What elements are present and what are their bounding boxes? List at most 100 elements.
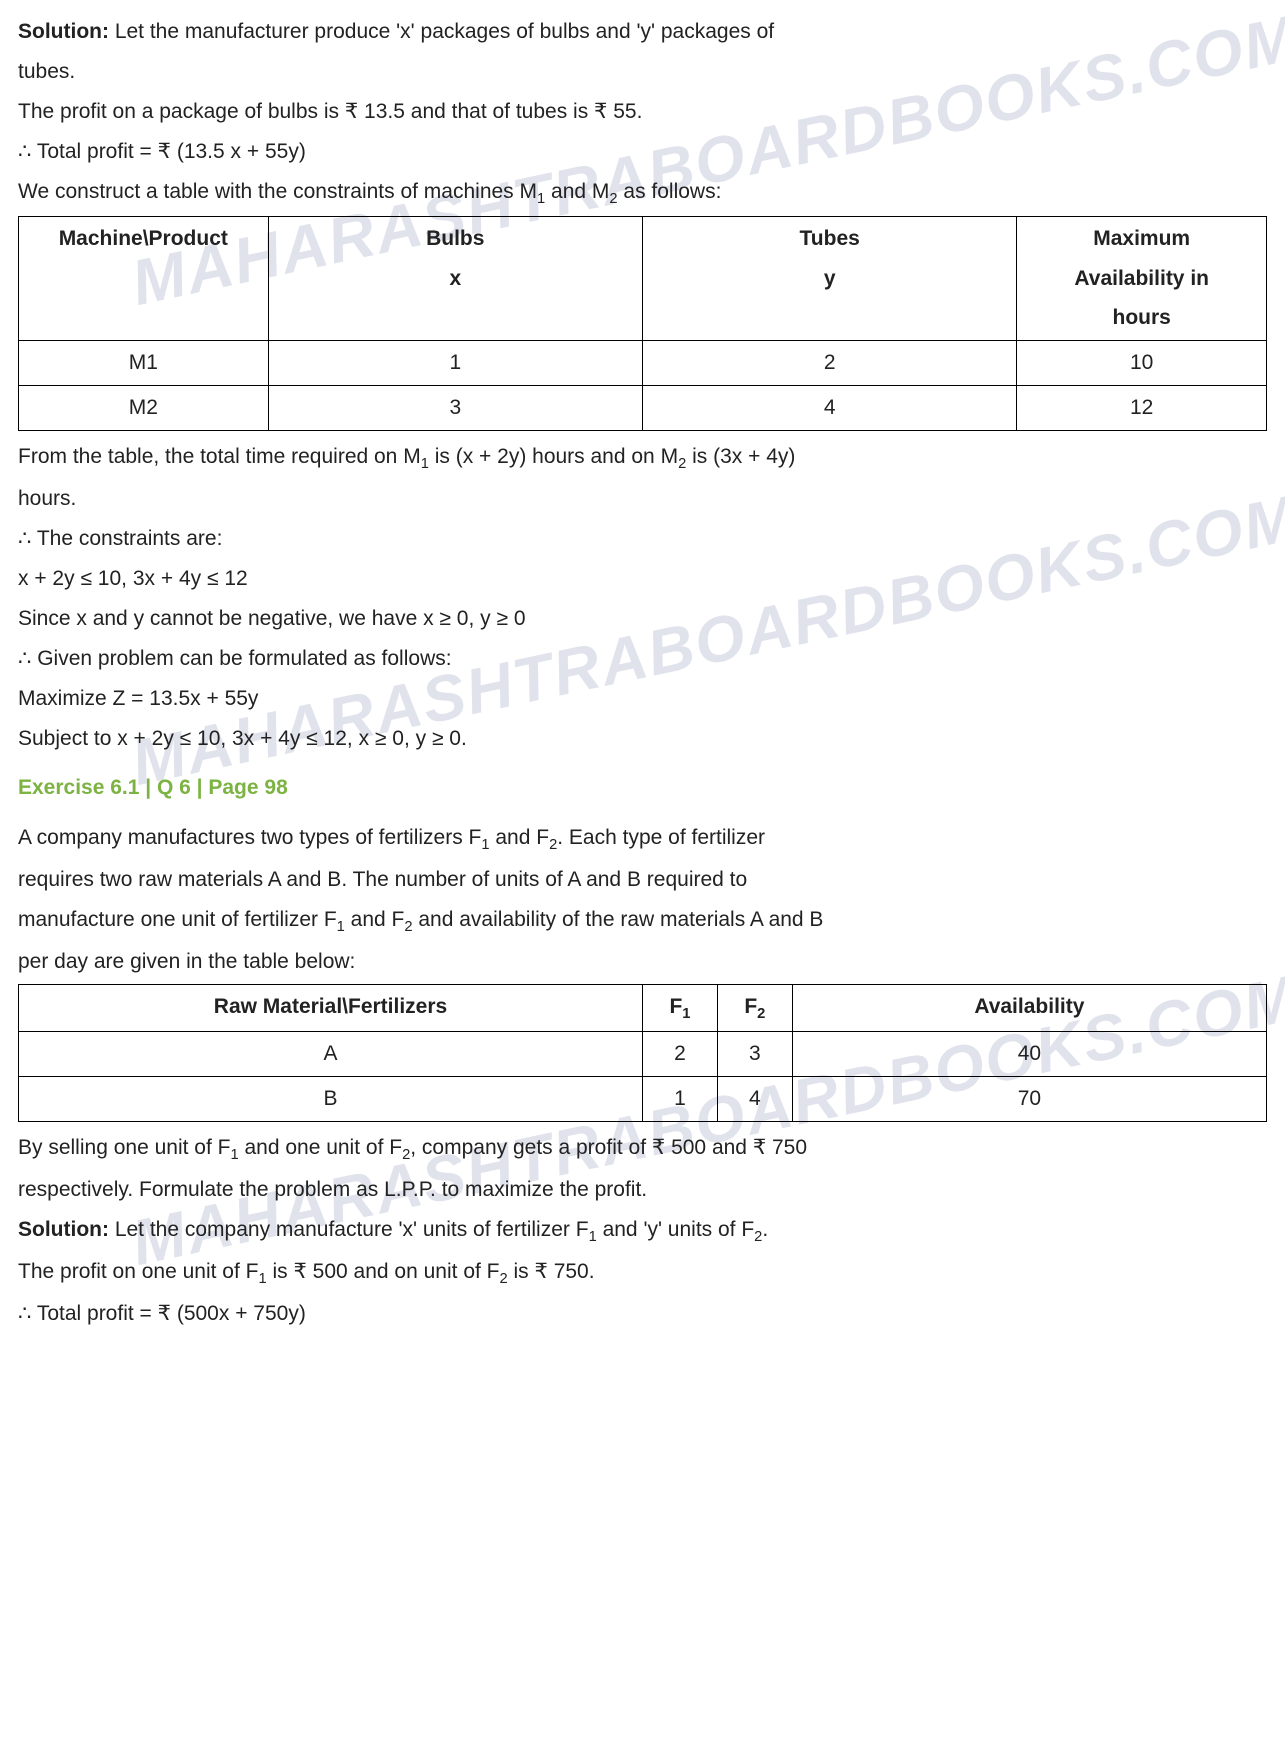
text: hours [1113, 306, 1171, 329]
text: y [824, 267, 836, 290]
text-line: x + 2y ≤ 10, 3x + 4y ≤ 12 [18, 559, 1267, 599]
table-header-row: Raw Material\Fertilizers F1 F2 Availabil… [19, 985, 1267, 1032]
text: Availability in [1074, 267, 1209, 290]
table-cell: 4 [642, 386, 1016, 431]
text: and availability of the raw materials A … [413, 908, 824, 931]
subscript: 1 [537, 191, 545, 207]
text: Bulbs [426, 227, 484, 250]
table-cell: 3 [268, 386, 642, 431]
text-line: The profit on a package of bulbs is ₹ 13… [18, 92, 1267, 132]
text-line: Subject to x + 2y ≤ 10, 3x + 4y ≤ 12, x … [18, 719, 1267, 759]
text-line: ∴ Total profit = ₹ (500x + 750y) [18, 1294, 1267, 1334]
text-line: ∴ Total profit = ₹ (13.5 x + 55y) [18, 132, 1267, 172]
text: and M [545, 180, 609, 203]
text: , company gets a profit of ₹ 500 and ₹ 7… [410, 1136, 807, 1159]
subscript: 2 [500, 1272, 508, 1288]
text: Maximum [1093, 227, 1190, 250]
table-cell: 70 [792, 1077, 1266, 1122]
subscript: 1 [682, 1007, 690, 1023]
text: . [762, 1218, 768, 1241]
text: and 'y' units of F [597, 1218, 754, 1241]
subscript: 1 [230, 1147, 238, 1163]
table-header: Bulbs x [268, 216, 642, 341]
solution-paragraph: Solution: Let the manufacturer produce '… [18, 12, 1267, 52]
text-line: per day are given in the table below: [18, 942, 1267, 982]
table-header: Availability [792, 985, 1266, 1032]
text: is (x + 2y) hours and on M [429, 445, 678, 468]
table-cell: 12 [1017, 386, 1267, 431]
table-cell: M2 [19, 386, 269, 431]
table-cell: 10 [1017, 341, 1267, 386]
subscript: 1 [337, 920, 345, 936]
table-header: F2 [717, 985, 792, 1032]
subscript: 2 [609, 191, 617, 207]
text-line: Since x and y cannot be negative, we hav… [18, 599, 1267, 639]
table-header-row: Machine\Product Bulbs x Tubes y Maximum … [19, 216, 1267, 341]
table-cell: M1 [19, 341, 269, 386]
text: . Each type of fertilizer [557, 826, 765, 849]
text: We construct a table with the constraint… [18, 180, 537, 203]
subscript: 1 [258, 1272, 266, 1288]
text-line: From the table, the total time required … [18, 437, 1267, 479]
text: and one unit of F [239, 1136, 402, 1159]
text: manufacture one unit of fertilizer F [18, 908, 337, 931]
table-cell: 1 [643, 1077, 718, 1122]
solution-label: Solution: [18, 1218, 109, 1241]
subscript: 2 [404, 920, 412, 936]
text-line: requires two raw materials A and B. The … [18, 860, 1267, 900]
table-row: M2 3 4 12 [19, 386, 1267, 431]
table-header: Tubes y [642, 216, 1016, 341]
text-line: Maximize Z = 13.5x + 55y [18, 679, 1267, 719]
text: and F [345, 908, 405, 931]
subscript: 2 [757, 1007, 765, 1023]
text-line: We construct a table with the constraint… [18, 172, 1267, 214]
table-cell: 2 [643, 1032, 718, 1077]
text: The profit on one unit of F [18, 1260, 258, 1283]
text: x [449, 267, 461, 290]
table-cell: 4 [717, 1077, 792, 1122]
subscript: 1 [421, 456, 429, 472]
text: A company manufactures two types of fert… [18, 826, 481, 849]
text: F [669, 995, 682, 1018]
text: From the table, the total time required … [18, 445, 421, 468]
table-header: F1 [643, 985, 718, 1032]
table-cell: 3 [717, 1032, 792, 1077]
constraints-table-2: Raw Material\Fertilizers F1 F2 Availabil… [18, 984, 1267, 1122]
text-line: manufacture one unit of fertilizer F1 an… [18, 900, 1267, 942]
table-row: B 1 4 70 [19, 1077, 1267, 1122]
text: By selling one unit of F [18, 1136, 230, 1159]
text: F [744, 995, 757, 1018]
text: and F [490, 826, 550, 849]
table-header: Raw Material\Fertilizers [19, 985, 643, 1032]
text-line: The profit on one unit of F1 is ₹ 500 an… [18, 1252, 1267, 1294]
exercise-heading: Exercise 6.1 | Q 6 | Page 98 [18, 768, 1267, 808]
subscript: 1 [481, 838, 489, 854]
text-line: tubes. [18, 52, 1267, 92]
table-cell: B [19, 1077, 643, 1122]
text-line: respectively. Formulate the problem as L… [18, 1170, 1267, 1210]
text: as follows: [618, 180, 722, 203]
table-cell: A [19, 1032, 643, 1077]
table-row: M1 1 2 10 [19, 341, 1267, 386]
table-cell: 1 [268, 341, 642, 386]
text-line: hours. [18, 479, 1267, 519]
text-line: ∴ The constraints are: [18, 519, 1267, 559]
subscript: 1 [589, 1229, 597, 1245]
solution-label: Solution: [18, 20, 109, 43]
table-header: Maximum Availability in hours [1017, 216, 1267, 341]
text: is (3x + 4y) [686, 445, 795, 468]
text-line: A company manufactures two types of fert… [18, 818, 1267, 860]
text: Tubes [800, 227, 860, 250]
text-line: ∴ Given problem can be formulated as fol… [18, 639, 1267, 679]
table-cell: 40 [792, 1032, 1266, 1077]
text: Let the manufacturer produce 'x' package… [109, 20, 774, 43]
table-row: A 2 3 40 [19, 1032, 1267, 1077]
text: is ₹ 750. [508, 1260, 595, 1283]
text: Let the company manufacture 'x' units of… [109, 1218, 589, 1241]
text: is ₹ 500 and on unit of F [267, 1260, 500, 1283]
text-line: By selling one unit of F1 and one unit o… [18, 1128, 1267, 1170]
table-header: Machine\Product [19, 216, 269, 341]
constraints-table-1: Machine\Product Bulbs x Tubes y Maximum … [18, 216, 1267, 431]
table-cell: 2 [642, 341, 1016, 386]
solution-paragraph: Solution: Let the company manufacture 'x… [18, 1210, 1267, 1252]
